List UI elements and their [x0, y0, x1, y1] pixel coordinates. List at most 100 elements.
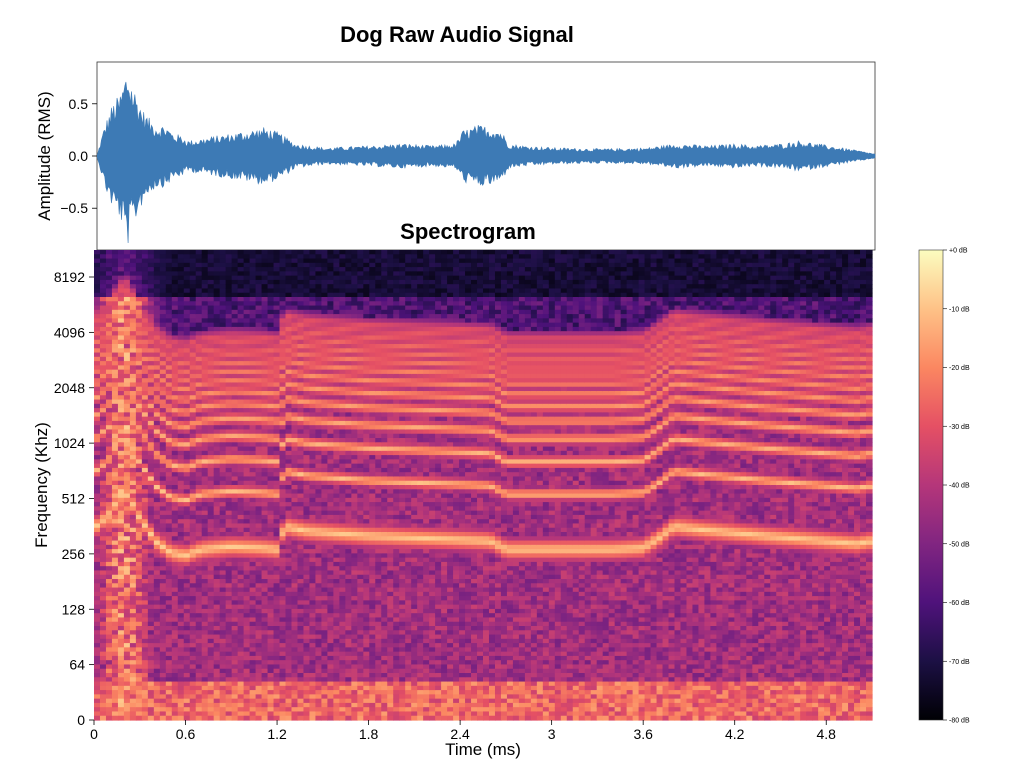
spectrogram-cell — [327, 267, 334, 272]
spectrogram-cell — [154, 583, 161, 588]
spectrogram-cell — [178, 468, 185, 473]
spectrogram-cell — [238, 464, 245, 469]
spectrogram-cell — [262, 660, 269, 665]
spectrogram-cell — [291, 447, 298, 452]
spectrogram-cell — [297, 331, 304, 336]
spectrogram-cell — [262, 310, 269, 315]
spectrogram-cell — [244, 442, 251, 447]
spectrogram-cell — [136, 455, 143, 460]
spectrogram-cell — [238, 494, 245, 499]
spectrogram-cell — [238, 682, 245, 687]
spectrogram-cell — [118, 583, 125, 588]
spectrogram-cell — [256, 596, 263, 601]
spectrogram-cell — [190, 340, 197, 345]
spectrogram-cell — [351, 536, 358, 541]
spectrogram-cell — [232, 297, 239, 302]
spectrogram-cell — [345, 485, 352, 490]
spectrogram-cell — [327, 579, 334, 584]
spectrogram-cell — [268, 408, 275, 413]
spectrogram-cell — [94, 318, 101, 323]
spectrogram-cell — [130, 361, 137, 366]
spectrogram-cell — [303, 575, 310, 580]
spectrogram-cell — [112, 570, 119, 575]
spectrogram-cell — [178, 647, 185, 652]
spectrogram-cell — [351, 694, 358, 699]
spectrogram-cell — [315, 635, 322, 640]
spectrogram-cell — [256, 250, 263, 255]
spectrogram-cell — [184, 532, 191, 537]
spectrogram-cell — [357, 549, 364, 554]
spectrogram-cell — [238, 528, 245, 533]
spectrogram-cell — [357, 306, 364, 311]
spectrogram-cell — [94, 703, 101, 708]
spectrogram-cell — [286, 357, 293, 362]
spectrogram-cell — [303, 686, 310, 691]
spectrogram-cell — [106, 626, 113, 631]
spectrogram-cell — [214, 596, 221, 601]
spectrogram-cell — [238, 293, 245, 298]
spectrogram-cell — [357, 391, 364, 396]
spectrogram-cell — [303, 429, 310, 434]
spectrogram-cell — [351, 455, 358, 460]
spectrogram-cell — [100, 485, 107, 490]
spectrogram-cell — [196, 314, 203, 319]
spectrogram-cell — [339, 545, 346, 550]
spectrogram-cell — [357, 288, 364, 293]
spectrogram-cell — [280, 306, 287, 311]
spectrogram-cell — [130, 451, 137, 456]
spectrogram-cell — [303, 348, 310, 353]
spectrogram-cell — [333, 318, 340, 323]
spectrogram-cell — [112, 361, 119, 366]
spectrogram-cell — [94, 673, 101, 678]
spectrogram-cell — [309, 378, 316, 383]
spectrogram-cell — [232, 306, 239, 311]
spectrogram-cell — [232, 353, 239, 358]
spectrogram-cell — [118, 682, 125, 687]
spectrogram-cell — [327, 250, 334, 255]
spectrogram-cell — [136, 314, 143, 319]
spectrogram-cell — [268, 536, 275, 541]
spectrogram-cell — [202, 502, 209, 507]
spectrogram-cell — [286, 656, 293, 661]
spectrogram-cell — [303, 626, 310, 631]
spectrogram-cell — [315, 498, 322, 503]
spectrogram-cell — [118, 447, 125, 452]
spectrogram-cell — [94, 639, 101, 644]
spectrogram-cell — [226, 570, 233, 575]
spectrogram-cell — [196, 472, 203, 477]
spectrogram-cell — [208, 340, 215, 345]
spectrogram-cell — [106, 412, 113, 417]
spectrogram-cell — [280, 280, 287, 285]
spectrogram-cell — [286, 476, 293, 481]
spectrogram-cell — [124, 489, 131, 494]
spectrogram-cell — [268, 553, 275, 558]
spectrogram-cell — [327, 703, 334, 708]
spectrogram-cell — [190, 639, 197, 644]
spectrogram-cell — [244, 626, 251, 631]
spectrogram-cell — [357, 592, 364, 597]
spectrogram-cell — [309, 459, 316, 464]
spectrogram-cell — [142, 447, 149, 452]
spectrogram-cell — [148, 481, 155, 486]
spectrogram-cell — [232, 417, 239, 422]
spectrogram-cell — [178, 434, 185, 439]
spectrogram-cell — [214, 438, 221, 443]
spectrogram-cell — [94, 664, 101, 669]
spectrogram-cell — [142, 664, 149, 669]
spectrogram-cell — [345, 566, 352, 571]
spectrogram-cell — [136, 690, 143, 695]
spectrogram-cell — [309, 592, 316, 597]
spectrogram-cell — [286, 703, 293, 708]
spectrogram-cell — [148, 609, 155, 614]
spectrogram-cell — [315, 545, 322, 550]
spectrogram-cell — [220, 288, 227, 293]
spectrogram-cell — [202, 677, 209, 682]
spectrogram-cell — [112, 523, 119, 528]
spectrogram-cell — [130, 652, 137, 657]
spectrogram-cell — [309, 344, 316, 349]
spectrogram-cell — [196, 605, 203, 610]
spectrogram-cell — [142, 498, 149, 503]
spectrogram-cell — [118, 677, 125, 682]
spectrogram-cell — [238, 323, 245, 328]
spectrogram-cell — [238, 404, 245, 409]
